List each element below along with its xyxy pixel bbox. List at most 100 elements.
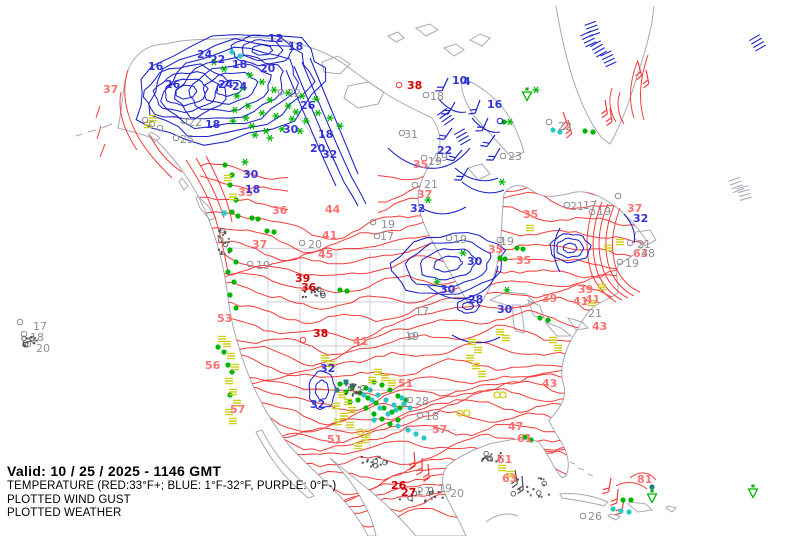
fog-symbol [468,338,476,346]
fog-symbol [338,391,346,399]
snow-symbol [210,58,218,66]
fog-symbol [526,224,534,232]
drizzle-symbol [407,405,413,411]
drizzle-symbol [369,397,375,403]
rain-symbol [379,382,385,388]
snow-symbol [239,84,247,92]
haze-symbol [363,429,371,437]
snow-symbol [433,278,441,286]
rain-symbol [363,405,369,411]
wind-barb [642,69,650,89]
isotherm-label: 35 [238,186,253,199]
wind-barb [600,99,609,119]
fog-symbol [381,374,389,382]
isotherm-label: 27 [401,486,416,499]
temperature-legend-text: TEMPERATURE (RED:33°F+; BLUE: 1°F-32°F, … [7,480,337,492]
drizzle-symbol [393,407,399,413]
rain-symbol [537,315,543,321]
isotherm-label: 32 [633,212,648,225]
drizzle-symbol [421,435,427,441]
shower-symbol [646,489,658,504]
fog-symbol [361,436,369,444]
circle-symbol [588,208,596,216]
isotherm-label: 43 [542,377,557,390]
isotherm-label: 18 [288,40,303,53]
rain-symbol [387,421,393,427]
drizzle-symbol [399,395,405,401]
station-value: 19 [405,330,419,343]
station-value: 19 [597,205,611,218]
drizzle-symbol [371,417,377,423]
isotherm-label: 35 [516,254,531,267]
rain-symbol [337,287,343,293]
wind-barb-cluster [436,108,455,126]
valid-time-text: Valid: 10 / 25 / 2025 - 1146 GMT [7,463,222,479]
wind-barb [510,469,519,489]
snow-symbol [424,196,432,204]
fog-symbol [354,442,362,450]
isotherm-label: 41 [322,229,337,242]
fog-symbol [229,193,237,201]
wind-barb [601,477,612,495]
isotherm-label: 32 [410,202,425,215]
station-value: 22 [558,120,572,133]
rain-symbol [227,292,233,298]
fog-symbol [233,399,241,407]
fog-symbol [478,370,486,378]
station-value: 22 [188,116,202,129]
haze-symbol [456,409,464,417]
station-value: 28 [415,395,429,408]
circle-symbol [616,258,624,266]
fog-symbol [604,244,612,252]
isotherm-label: 61 [517,432,532,445]
isotherm-label: 37 [417,188,432,201]
isotherm-label: 22 [210,53,225,66]
darksq-symbol [343,379,349,385]
station-value: 17 [583,199,597,212]
isotherm-label: 56 [205,359,221,372]
circle-symbol [148,120,156,128]
fog-symbol [348,406,356,414]
rain-symbol [249,215,255,221]
snow-symbol [284,89,292,97]
isotherm-label: 24 [218,78,234,91]
snow-symbol [278,125,286,133]
snow-symbol [248,122,256,130]
fog-symbol [374,368,382,376]
rain-symbol [528,437,534,443]
station-value: 21 [637,238,651,251]
fog-symbol [502,334,510,342]
fog-symbol [496,328,504,336]
isotherm-label: 16 [148,60,164,73]
fog-symbol [224,174,232,182]
isotherm-label: 63 [633,247,648,260]
haze-symbol [493,391,501,399]
isotherm-label: 53 [217,312,232,325]
station-value: 19 [453,233,467,246]
circle-symbol [398,129,406,137]
rain-symbol [271,229,277,235]
drizzle-symbol [229,49,235,55]
rain-symbol [395,417,401,423]
circle-symbol [408,332,416,340]
station-value: 19 [434,151,448,164]
snow-symbol [231,106,239,114]
station-cluster [21,335,38,348]
circle-symbol [422,91,430,99]
fog-symbol [346,421,354,429]
rain-symbol [255,216,261,222]
drizzle-symbol [367,387,373,393]
rain-symbol [225,362,231,368]
rain-symbol [233,305,239,311]
snow-symbol [302,117,310,125]
wind-barb [437,127,453,141]
circle-symbol [369,218,377,226]
drizzle-symbol [401,401,407,407]
station-value: 48 [641,247,655,260]
isotherm-label: 20 [260,62,276,75]
wind-barb-cluster [600,50,617,68]
snow-symbol [296,127,304,135]
isotherm-label: 45 [318,248,333,261]
fog-symbol [472,362,480,370]
isotherm-label: 63 [502,472,517,485]
